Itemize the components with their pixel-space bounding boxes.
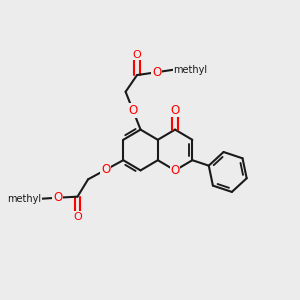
Text: O: O [128, 104, 138, 117]
Text: O: O [170, 164, 180, 177]
Text: O: O [73, 212, 82, 222]
Text: methyl: methyl [7, 194, 41, 204]
Text: O: O [53, 191, 62, 204]
Text: O: O [170, 104, 180, 117]
Text: O: O [152, 66, 161, 79]
Text: methyl: methyl [173, 65, 207, 75]
Text: O: O [133, 50, 141, 60]
Text: O: O [101, 163, 110, 176]
